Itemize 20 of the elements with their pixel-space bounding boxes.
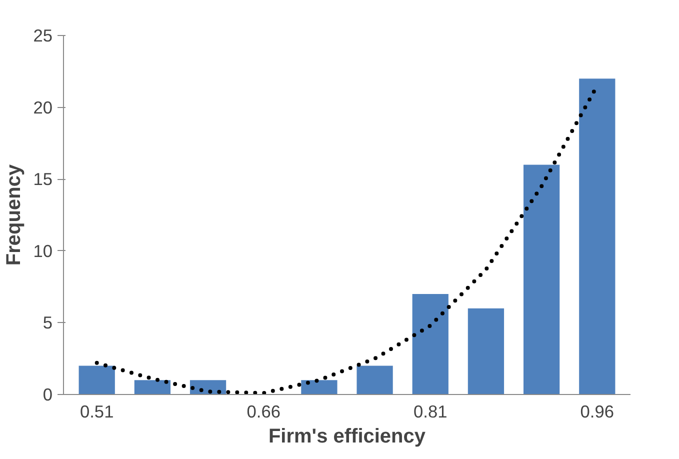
bar — [523, 164, 560, 394]
x-tick-label: 0.96 — [580, 402, 614, 422]
x-tick-label: 0.51 — [80, 402, 114, 422]
y-tick-label: 10 — [33, 240, 53, 261]
bar — [134, 380, 171, 394]
bar — [579, 78, 616, 394]
x-axis-title: Firm's efficiency — [268, 426, 426, 448]
y-tick-label: 5 — [42, 312, 53, 333]
x-tick-label: 0.81 — [414, 402, 448, 422]
bar — [356, 366, 393, 394]
y-tick-label: 25 — [33, 26, 53, 46]
bar — [412, 294, 448, 394]
y-axis-title: Frequency — [3, 164, 26, 266]
bar — [301, 380, 338, 394]
y-tick-label: 0 — [42, 384, 53, 404]
y-tick-label: 15 — [33, 169, 53, 190]
y-tick-label: 20 — [33, 97, 53, 118]
bar — [78, 366, 115, 394]
bar — [468, 308, 504, 394]
x-tick-label: 0.66 — [246, 402, 280, 422]
